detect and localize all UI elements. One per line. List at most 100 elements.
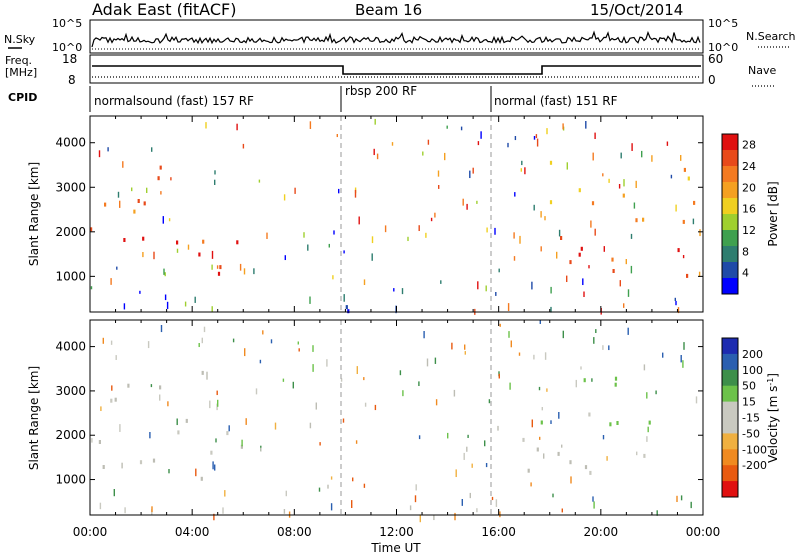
noise-echo [168, 218, 171, 222]
noise-echo [556, 251, 558, 259]
noise-echo [495, 499, 498, 507]
colorbar-tick-label: 24 [742, 160, 756, 173]
noise-echo [255, 388, 258, 395]
colorbar-segment [722, 369, 738, 387]
noise-echo [580, 366, 582, 370]
noise-echo [391, 142, 394, 146]
noise-echo [253, 268, 255, 275]
scatter-cell [139, 460, 143, 465]
scatter-cell [588, 412, 591, 417]
noise-echo [364, 402, 367, 407]
noise-echo [209, 400, 211, 409]
scatter-cell [236, 240, 239, 245]
noise-echo [409, 505, 412, 511]
x-tick-label: 00:00 [686, 525, 721, 539]
noise-echo [544, 216, 546, 221]
noise-echo [423, 331, 425, 339]
nsky-label: N.Sky [4, 33, 36, 46]
noise-echo [244, 348, 246, 357]
colorbar-tick-label: 50 [742, 380, 756, 393]
noise-echo [462, 198, 464, 206]
noise-echo [682, 360, 684, 368]
noise-echo [472, 167, 474, 174]
noise-echo [159, 394, 161, 401]
noise-echo [163, 268, 165, 275]
scatter-cell [687, 176, 690, 181]
noise-echo [312, 364, 314, 372]
scatter-cell [345, 305, 348, 310]
noise-echo [540, 211, 542, 218]
noise-echo [570, 476, 572, 484]
scatter-cell [682, 219, 685, 224]
noise-echo [216, 390, 218, 396]
noise-echo [374, 118, 376, 125]
scatter-cell [102, 465, 105, 469]
scatter-cell [569, 460, 572, 465]
noise-echo [646, 436, 648, 442]
colorbar-segment [722, 230, 738, 247]
noise-echo [236, 123, 238, 131]
scatter-cell [642, 217, 645, 222]
scatter-cell [143, 201, 146, 206]
noise-echo [330, 476, 333, 480]
noise-echo [111, 385, 113, 391]
scatter-cell [686, 273, 689, 278]
noise-echo [593, 501, 595, 509]
noise-echo [533, 204, 535, 211]
colorbar-tick-label: 28 [742, 139, 756, 152]
station-title: Adak East (fitACF) [92, 0, 236, 19]
velocity-y-label: Slant Range [km] [27, 366, 41, 470]
noise-echo [119, 200, 121, 208]
noise-echo [433, 514, 435, 521]
noise-echo [336, 134, 338, 138]
nave-label: Nave [748, 64, 776, 77]
noise-echo [509, 382, 511, 390]
noise-echo [467, 434, 469, 438]
noise-echo [539, 320, 541, 324]
noise-echo [160, 325, 163, 333]
velocity-noise-scatter [91, 320, 698, 523]
noise-echo [682, 255, 685, 259]
noise-echo [399, 370, 402, 376]
noise-echo [414, 495, 417, 503]
y-tick-label: 3000 [55, 384, 86, 398]
nsky-frame [89, 19, 704, 54]
noise-echo [595, 329, 597, 333]
scatter-cell [240, 444, 243, 449]
noise-echo [535, 134, 538, 139]
colorbar-tick-label: 15 [742, 396, 756, 409]
scatter-cell [159, 385, 162, 390]
noise-echo [123, 303, 126, 310]
scatter-cell [226, 431, 229, 436]
noise-echo [407, 236, 409, 242]
noise-echo [513, 256, 516, 261]
scatter-cell [176, 240, 179, 245]
scatter-cell [347, 309, 350, 314]
scatter-cell [549, 200, 553, 205]
noise-echo [384, 225, 387, 233]
scatter-cell [560, 236, 563, 240]
noise-echo [203, 326, 206, 333]
noise-echo [214, 464, 216, 471]
scatter-cell [157, 176, 160, 181]
scatter-cell [614, 382, 617, 387]
colorbar-tick-label: 4 [742, 267, 749, 280]
noise-echo [401, 288, 404, 295]
noise-echo [438, 185, 440, 189]
noise-echo [491, 496, 494, 501]
noise-echo [363, 483, 366, 488]
noise-echo [194, 296, 196, 303]
noise-echo [533, 354, 535, 360]
scatter-cell [522, 437, 525, 442]
scatter-cell [142, 236, 145, 241]
noise-echo [356, 366, 358, 375]
noise-echo [418, 435, 421, 440]
noise-echo [513, 232, 515, 239]
nsky-panel: N.Sky 10^5 10^0 10^5 10^0 N.Search [4, 17, 796, 54]
colorbar-segment [722, 246, 738, 263]
nsearch-tick-top: 10^5 [708, 17, 738, 30]
noise-echo [674, 297, 676, 301]
noise-echo [543, 453, 545, 459]
noise-echo [147, 341, 150, 349]
